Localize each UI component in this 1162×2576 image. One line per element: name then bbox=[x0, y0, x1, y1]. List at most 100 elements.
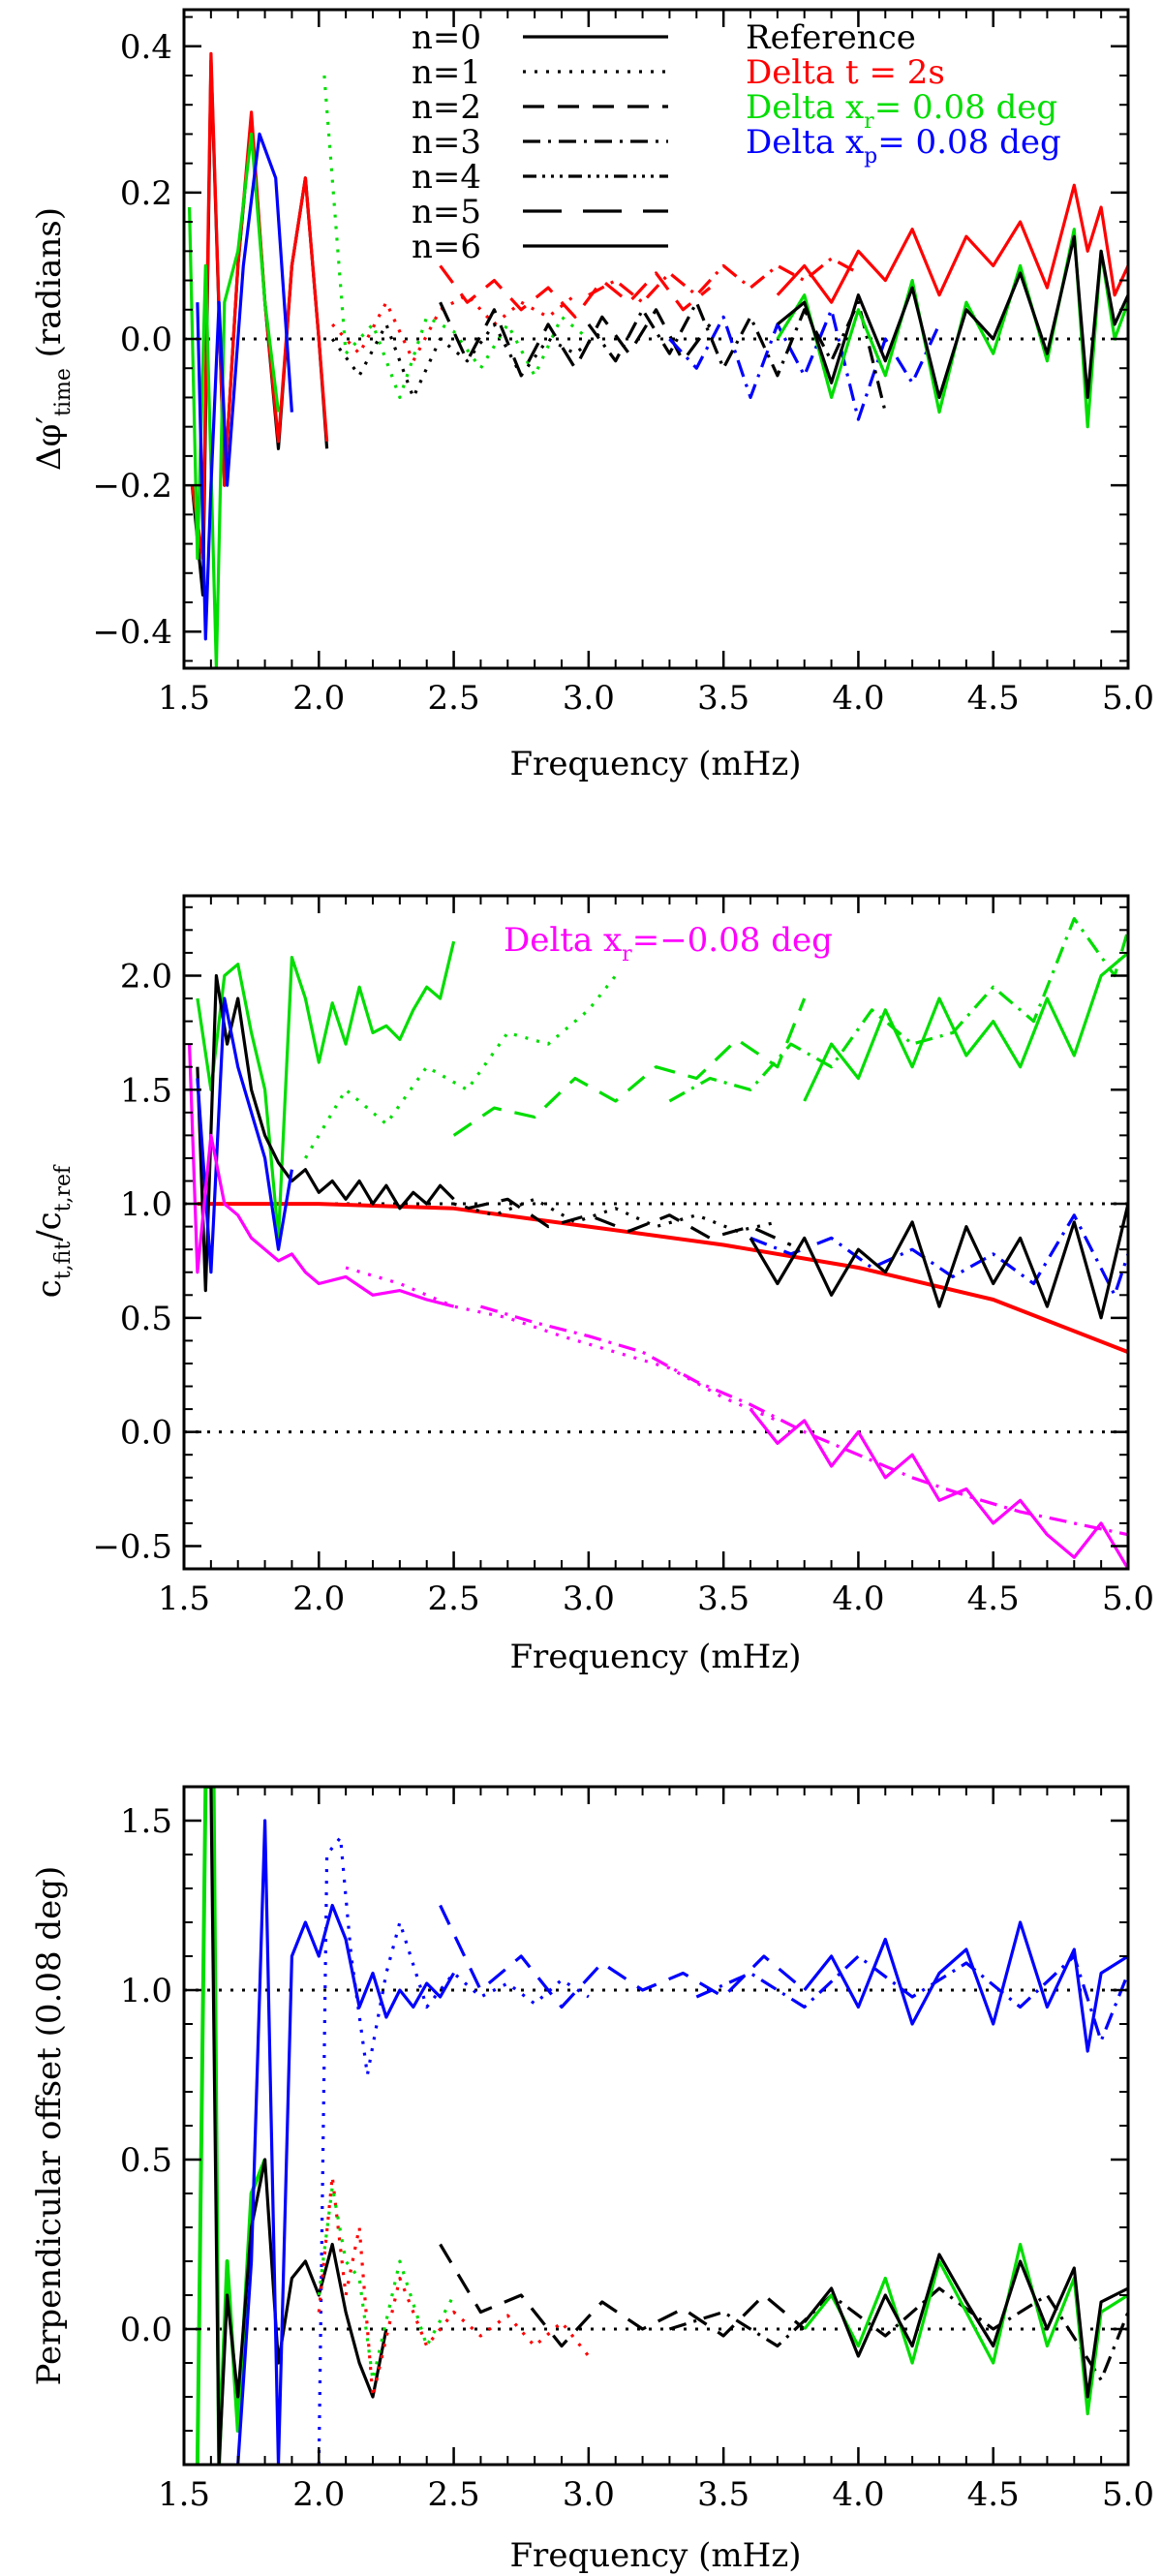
ratio-ytick-label-1: 0.0 bbox=[120, 1414, 172, 1453]
ratio-y-title-c1: c bbox=[30, 1279, 69, 1298]
offset-series-8 bbox=[695, 1954, 1128, 2043]
annotation-sub: r bbox=[622, 942, 632, 966]
offset-series-9 bbox=[668, 2286, 1128, 2382]
phase-xtick-label-7: 5.0 bbox=[1102, 679, 1154, 718]
offset-xtick-label-3: 3.0 bbox=[563, 2475, 615, 2514]
phase-ytick-label-3: 0.2 bbox=[120, 174, 172, 213]
phase-series-9 bbox=[668, 308, 941, 421]
ratio-ytick-label-3: 1.0 bbox=[120, 1185, 172, 1224]
offset-panel: 1.5 2.0 2.5 3.0 3.5 4.0 4.5 5.0 0.0 0.5 1.0 1.5 Fre… bbox=[30, 1785, 1154, 2575]
annotation-rest: =−0.08 deg bbox=[632, 921, 833, 960]
legend-style-label-4: n=4 bbox=[412, 158, 481, 197]
phase-ytick-label-4: 0.4 bbox=[120, 28, 172, 67]
phase-ytick-label-1: −0.2 bbox=[92, 467, 172, 506]
phase-series-5 bbox=[331, 293, 576, 363]
legend-style-label-1: n=1 bbox=[412, 53, 481, 92]
legend-style-label-6: n=6 bbox=[412, 228, 481, 266]
ratio-plot-frame bbox=[182, 894, 1130, 1571]
phase-xtick-label-5: 4.0 bbox=[832, 679, 884, 718]
offset-series-3 bbox=[317, 1835, 590, 2465]
offset-ytick-label-0: 0.0 bbox=[120, 2311, 172, 2349]
ratio-series-10 bbox=[749, 1213, 1128, 1297]
ratio-y-title-mid: /c bbox=[30, 1211, 69, 1242]
offset-xtick-label-7: 5.0 bbox=[1102, 2475, 1154, 2514]
phase-difference-panel: 1.5 2.0 2.5 3.0 3.5 4.0 4.5 5.0 −0.4 −0.2 0.0 0.2 0.… bbox=[30, 8, 1154, 783]
phase-xtick-label-6: 4.5 bbox=[967, 679, 1020, 718]
offset-x-axis-title: Frequency (mHz) bbox=[509, 2536, 801, 2575]
ratio-y-axis-title: ct,fit/ct,ref bbox=[30, 1164, 76, 1298]
phase-ytick-label-2: 0.0 bbox=[120, 321, 172, 359]
offset-xtick-label-4: 3.5 bbox=[697, 2475, 749, 2514]
phase-series-10 bbox=[588, 257, 860, 304]
phase-series-4 bbox=[322, 75, 590, 399]
ratio-xtick-label-7: 5.0 bbox=[1102, 1579, 1154, 1618]
offset-series-2 bbox=[236, 1819, 455, 2465]
offset-axis-ticks: 1.5 2.0 2.5 3.0 3.5 4.0 4.5 5.0 0.0 0.5 1.0 1.5 bbox=[120, 1786, 1154, 2514]
ratio-series-4 bbox=[668, 916, 1128, 1103]
phase-xtick-label-4: 3.5 bbox=[697, 679, 749, 718]
magenta-annotation: Delta xr=−0.08 deg bbox=[504, 921, 833, 966]
offset-series-6 bbox=[439, 1904, 806, 2009]
offset-series-7 bbox=[439, 2243, 806, 2348]
ratio-series-2 bbox=[304, 974, 617, 1159]
line-style-legend: n=0n=1n=2n=3n=4n=5n=6 bbox=[412, 18, 668, 266]
phase-series-3 bbox=[196, 132, 293, 641]
legend-color-label-1: Delta t = 2s bbox=[746, 53, 945, 92]
offset-xtick-label-5: 4.0 bbox=[832, 2475, 884, 2514]
ratio-series-0 bbox=[197, 1202, 1128, 1355]
legend-color-label-2: Delta xr= 0.08 deg bbox=[746, 88, 1057, 134]
offset-series-5 bbox=[317, 2185, 456, 2382]
offset-series-10 bbox=[803, 1920, 1128, 2053]
ratio-series-1 bbox=[196, 940, 456, 1241]
ratio-xtick-label-1: 2.0 bbox=[292, 1579, 345, 1618]
phase-series-12 bbox=[776, 183, 1128, 304]
ratio-series-13 bbox=[345, 1266, 779, 1423]
ratio-series-8 bbox=[453, 1197, 779, 1233]
offset-ytick-label-3: 1.5 bbox=[120, 1802, 172, 1841]
phase-y-title-sub: time bbox=[51, 368, 76, 416]
ratio-ytick-label-4: 1.5 bbox=[120, 1071, 172, 1110]
offset-xtick-label-1: 2.0 bbox=[292, 2475, 345, 2514]
phase-x-axis-title: Frequency (mHz) bbox=[509, 745, 801, 783]
legend-style-label-0: n=0 bbox=[412, 18, 481, 57]
ratio-series-7 bbox=[196, 997, 293, 1274]
ratio-xtick-label-6: 4.5 bbox=[967, 1579, 1020, 1618]
annotation-label: Delta x bbox=[504, 921, 622, 960]
ratio-series-5 bbox=[803, 951, 1128, 1102]
ratio-xtick-label-5: 4.0 bbox=[832, 1579, 884, 1618]
ratio-xtick-label-3: 3.0 bbox=[563, 1579, 615, 1618]
ratio-series-11 bbox=[749, 1203, 1128, 1320]
legend-style-label-5: n=5 bbox=[412, 193, 481, 231]
ratio-ytick-label-2: 0.5 bbox=[120, 1300, 172, 1338]
legend-style-label-2: n=2 bbox=[412, 88, 481, 127]
phase-xtick-label-1: 2.0 bbox=[292, 679, 345, 718]
ratio-y-title-s2: t,ref bbox=[51, 1164, 76, 1211]
ratio-ytick-label-5: 2.0 bbox=[120, 957, 172, 996]
offset-series-1 bbox=[209, 1787, 388, 2465]
legend-color-label-0: Reference bbox=[746, 18, 916, 57]
phase-xtick-label-3: 3.0 bbox=[563, 679, 615, 718]
phase-xtick-label-0: 1.5 bbox=[158, 679, 210, 718]
phase-series-11 bbox=[587, 300, 887, 413]
ratio-series-15 bbox=[749, 1408, 1128, 1569]
ratio-xtick-label-4: 3.5 bbox=[697, 1579, 749, 1618]
offset-ytick-label-2: 1.0 bbox=[120, 1972, 172, 2010]
offset-series-11 bbox=[803, 2242, 1128, 2416]
offset-y-axis-title: Perpendicular offset (0.08 deg) bbox=[30, 1866, 69, 2386]
ratio-axis-ticks: 1.5 2.0 2.5 3.0 3.5 4.0 4.5 5.0 −0.5 0.0 0.5 1.0 1.5… bbox=[92, 896, 1154, 1618]
phase-axis-ticks: 1.5 2.0 2.5 3.0 3.5 4.0 4.5 5.0 −0.4 −0.2 0.0 0.2 0.… bbox=[92, 10, 1154, 718]
offset-series-12 bbox=[803, 2253, 1128, 2399]
phase-series-6 bbox=[330, 322, 603, 399]
phase-xtick-label-2: 2.5 bbox=[428, 679, 480, 718]
ratio-series-12 bbox=[188, 1044, 454, 1308]
offset-xtick-label-6: 4.5 bbox=[967, 2475, 1020, 2514]
ratio-y-title-s1: t,fit bbox=[51, 1242, 76, 1280]
offset-series-group bbox=[184, 1787, 1128, 2465]
ratio-series-14 bbox=[479, 1304, 1128, 1537]
ratio-xtick-label-0: 1.5 bbox=[158, 1579, 210, 1618]
offset-ytick-label-1: 0.5 bbox=[120, 2141, 172, 2180]
phase-y-axis-title: Δφ′time (radians) bbox=[30, 207, 76, 471]
ratio-series-6 bbox=[196, 973, 455, 1293]
